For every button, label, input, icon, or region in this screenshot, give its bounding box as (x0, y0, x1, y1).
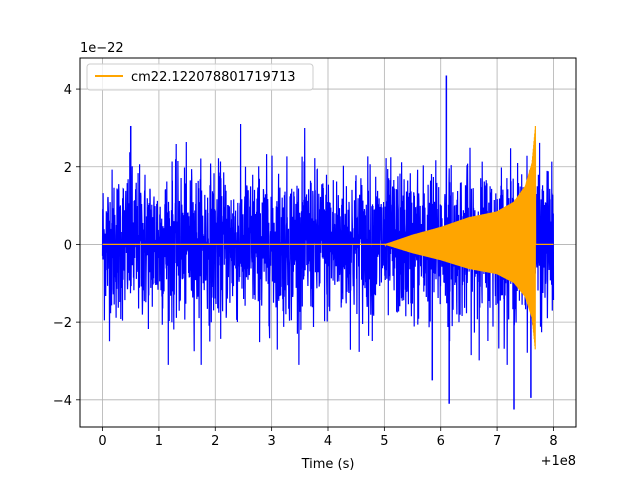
x-tick-label: 1 (155, 434, 163, 449)
x-tick-label: 4 (324, 434, 332, 449)
y-scale-label: 1e−22 (80, 41, 124, 56)
y-tick-label: 4 (64, 83, 72, 98)
legend-box (86, 63, 314, 91)
series-template-line (102, 125, 554, 350)
x-tick-label: 8 (549, 434, 557, 449)
x-tick-label: 6 (437, 434, 445, 449)
plot-area (101, 75, 555, 410)
x-tick-label: 7 (493, 434, 501, 449)
y-tick-label: −4 (53, 394, 72, 409)
x-offset-label: +1e8 (541, 454, 576, 469)
y-tick-label: −2 (53, 316, 72, 331)
x-axis-label: Time (s) (301, 457, 355, 472)
x-tick-label: 0 (98, 434, 106, 449)
x-tick-label: 2 (211, 434, 219, 449)
x-tick-label: 5 (380, 434, 388, 449)
series-noise-line (101, 123, 555, 365)
y-tick-label: 0 (64, 238, 72, 253)
x-tick-label: 3 (267, 434, 275, 449)
legend: cm22.122078801719713 (86, 63, 314, 91)
legend-entry-label: cm22.122078801719713 (131, 70, 296, 85)
ticks: 0 1 2 3 4 5 6 7 8 −4 −2 0 2 4 (53, 83, 558, 449)
y-tick-label: 2 (64, 161, 72, 176)
